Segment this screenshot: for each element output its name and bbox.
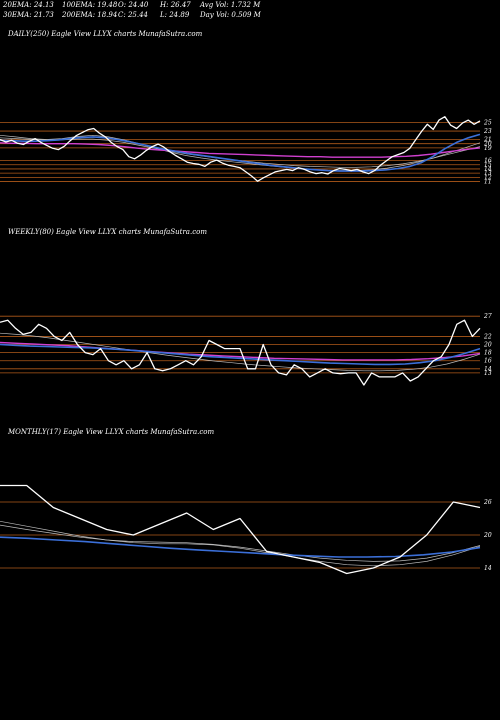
y-tick-label: 16 <box>484 358 492 365</box>
header-day-vol: Day Vol: 0.509 M <box>200 11 261 19</box>
ema-gray2-line <box>0 524 481 562</box>
header-low: L: 24.89 <box>160 11 190 19</box>
y-tick-label: 14 <box>484 166 492 173</box>
header-high: H: 26.47 <box>160 1 191 9</box>
weekly-panel-title: WEEKLY(80) Eagle View LLYX charts Munafa… <box>8 228 207 236</box>
price-line <box>0 484 481 575</box>
header-ema20: 20EMA: 24.13 <box>3 1 54 9</box>
y-tick-label: 14 <box>484 565 492 572</box>
y-tick-label: 20 <box>483 342 492 349</box>
y-tick-label: 18 <box>484 350 492 357</box>
y-tick-label: 26 <box>483 499 492 506</box>
y-tick-label: 13 <box>484 370 492 377</box>
header-ema200: 200EMA: 18.94 <box>62 11 118 19</box>
header-close: C: 25.44 <box>118 11 148 19</box>
y-tick-label: 15 <box>484 162 492 169</box>
y-tick-label: 12 <box>484 174 492 181</box>
header-ema100: 100EMA: 19.48 <box>62 1 118 9</box>
y-tick-label: 23 <box>483 128 492 135</box>
header-open: O: 24.40 <box>118 1 149 9</box>
daily-panel-title: DAILY(250) Eagle View LLYX charts Munafa… <box>8 30 203 38</box>
y-tick-label: 16 <box>484 158 492 165</box>
y-tick-label: 20 <box>483 532 492 539</box>
header-avg-vol: Avg Vol: 1.732 M <box>200 1 261 9</box>
y-tick-label: 19 <box>484 145 492 152</box>
ema-gray-line <box>0 520 481 567</box>
monthly-panel-title: MONTHLY(17) Eagle View LLYX charts Munaf… <box>8 428 215 436</box>
y-tick-label: 25 <box>483 120 492 127</box>
y-tick-label: 27 <box>483 313 492 320</box>
price-line <box>0 116 481 182</box>
y-tick-label: 20 <box>483 141 492 148</box>
y-tick-label: 11 <box>484 179 492 186</box>
ema-gray-line <box>0 332 481 372</box>
ema-blue-line <box>0 133 481 172</box>
price-line <box>0 319 481 386</box>
y-tick-label: 21 <box>483 136 492 143</box>
ema-magenta-line <box>0 142 481 158</box>
y-tick-label: 13 <box>484 170 492 177</box>
ema-blue-line <box>0 343 481 366</box>
ema-magenta-line <box>0 341 481 361</box>
ema-gray-line <box>0 134 481 171</box>
header-ema30: 30EMA: 21.73 <box>3 11 54 19</box>
y-tick-label: 22 <box>483 333 492 340</box>
y-tick-label: 14 <box>484 366 492 373</box>
